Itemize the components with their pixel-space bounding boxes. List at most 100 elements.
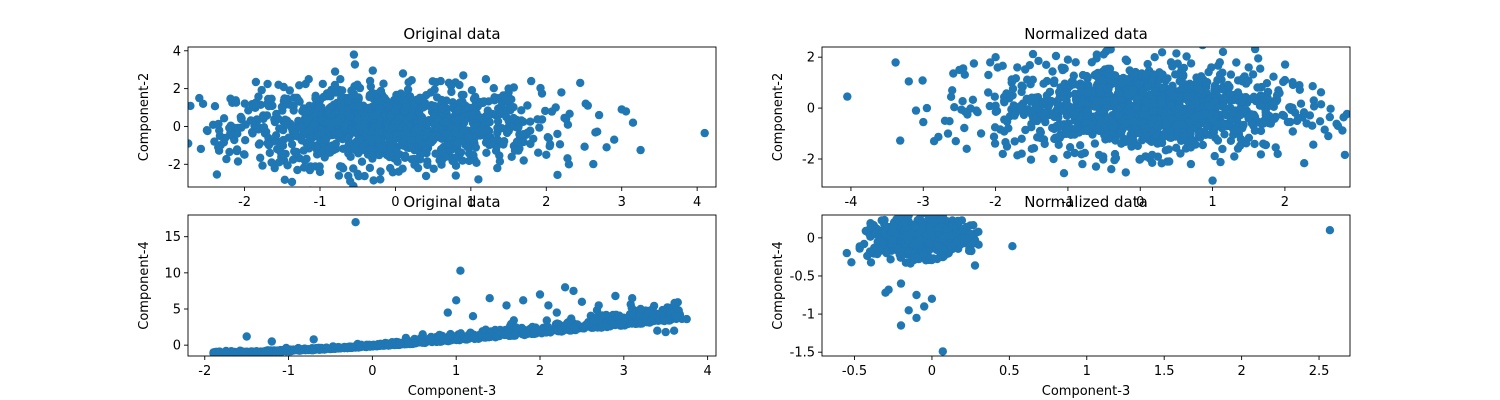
data-point [1236, 141, 1245, 150]
data-point [1125, 108, 1135, 118]
data-point [1240, 72, 1249, 81]
data-point [463, 143, 472, 152]
data-point [946, 92, 956, 102]
data-point [1142, 98, 1151, 107]
data-point [215, 131, 225, 141]
data-point [590, 317, 599, 326]
data-point [344, 96, 353, 105]
data-point [1157, 97, 1166, 106]
data-point [320, 135, 330, 145]
data-point [534, 325, 543, 335]
data-point [423, 160, 432, 170]
data-point [1280, 75, 1290, 85]
x-tick-label: 0 [391, 195, 399, 210]
data-point [242, 332, 251, 341]
data-point [391, 106, 400, 115]
data-point [436, 76, 445, 86]
data-point [1340, 150, 1350, 160]
data-point [318, 79, 327, 89]
data-point [1017, 134, 1026, 143]
data-point [397, 130, 406, 140]
data-point [453, 138, 462, 148]
axes-frame [187, 214, 717, 357]
data-point [1165, 157, 1174, 166]
data-point [1059, 169, 1069, 178]
data-point [939, 245, 948, 255]
data-point [896, 279, 906, 288]
data-point [1002, 89, 1011, 98]
data-point [360, 171, 369, 181]
data-point [1008, 242, 1017, 251]
data-point [376, 339, 385, 348]
data-point [247, 127, 257, 137]
data-point [455, 80, 464, 90]
data-point [542, 150, 551, 159]
data-point [1256, 64, 1265, 73]
data-point [435, 332, 444, 341]
data-point [1339, 113, 1348, 122]
data-point [1086, 120, 1096, 130]
x-tick-label: 1 [1083, 364, 1091, 379]
data-point [847, 258, 856, 267]
data-point [1218, 144, 1227, 154]
data-point [1250, 139, 1259, 149]
data-point [1008, 84, 1018, 93]
data-point [350, 60, 360, 69]
data-point [158, 115, 166, 123]
data-point [1225, 89, 1234, 98]
data-point [422, 119, 432, 128]
y-axis-label: Component-4 [137, 241, 152, 329]
y-tick-label: 0 [173, 339, 181, 354]
data-point [427, 138, 436, 147]
data-point [1167, 101, 1176, 110]
data-point [969, 221, 978, 230]
data-point [1325, 226, 1335, 235]
x-tick-label: 1.5 [1154, 364, 1175, 379]
data-point [1262, 79, 1272, 88]
data-point [497, 124, 506, 133]
data-point [375, 150, 384, 160]
data-point [1179, 70, 1188, 80]
data-point [258, 161, 267, 170]
data-point [993, 27, 1001, 35]
data-point [456, 148, 466, 157]
data-point [1295, 81, 1304, 90]
data-point [608, 319, 617, 328]
data-point [212, 170, 222, 179]
data-point [360, 112, 369, 121]
data-point [1186, 59, 1196, 68]
data-point [385, 133, 394, 142]
data-point [376, 86, 386, 96]
data-point [198, 99, 208, 109]
data-point [1194, 111, 1204, 120]
data-point [1256, 126, 1266, 136]
data-point [1069, 71, 1079, 80]
data-point [1143, 82, 1152, 92]
x-tick-label: 2.5 [1309, 364, 1330, 379]
data-point [661, 327, 670, 337]
data-point [274, 80, 283, 90]
data-point [1247, 119, 1257, 128]
y-tick-label: 10 [164, 266, 181, 281]
data-point [1147, 76, 1157, 85]
data-point [1186, 129, 1195, 139]
data-point [1141, 124, 1150, 133]
data-point [493, 135, 502, 144]
data-point [1076, 141, 1085, 150]
data-point [1172, 49, 1181, 58]
data-point [1054, 140, 1063, 149]
data-point [1121, 55, 1131, 64]
data-point [897, 251, 907, 260]
data-point [960, 70, 969, 79]
data-point [1136, 154, 1145, 164]
data-point [1049, 124, 1059, 134]
data-point [1092, 72, 1102, 81]
data-point [367, 151, 376, 160]
data-point [1230, 125, 1239, 134]
data-point [1280, 60, 1290, 69]
data-point [1026, 80, 1035, 89]
data-point [353, 169, 362, 178]
data-point [443, 308, 452, 317]
data-point [523, 101, 532, 110]
